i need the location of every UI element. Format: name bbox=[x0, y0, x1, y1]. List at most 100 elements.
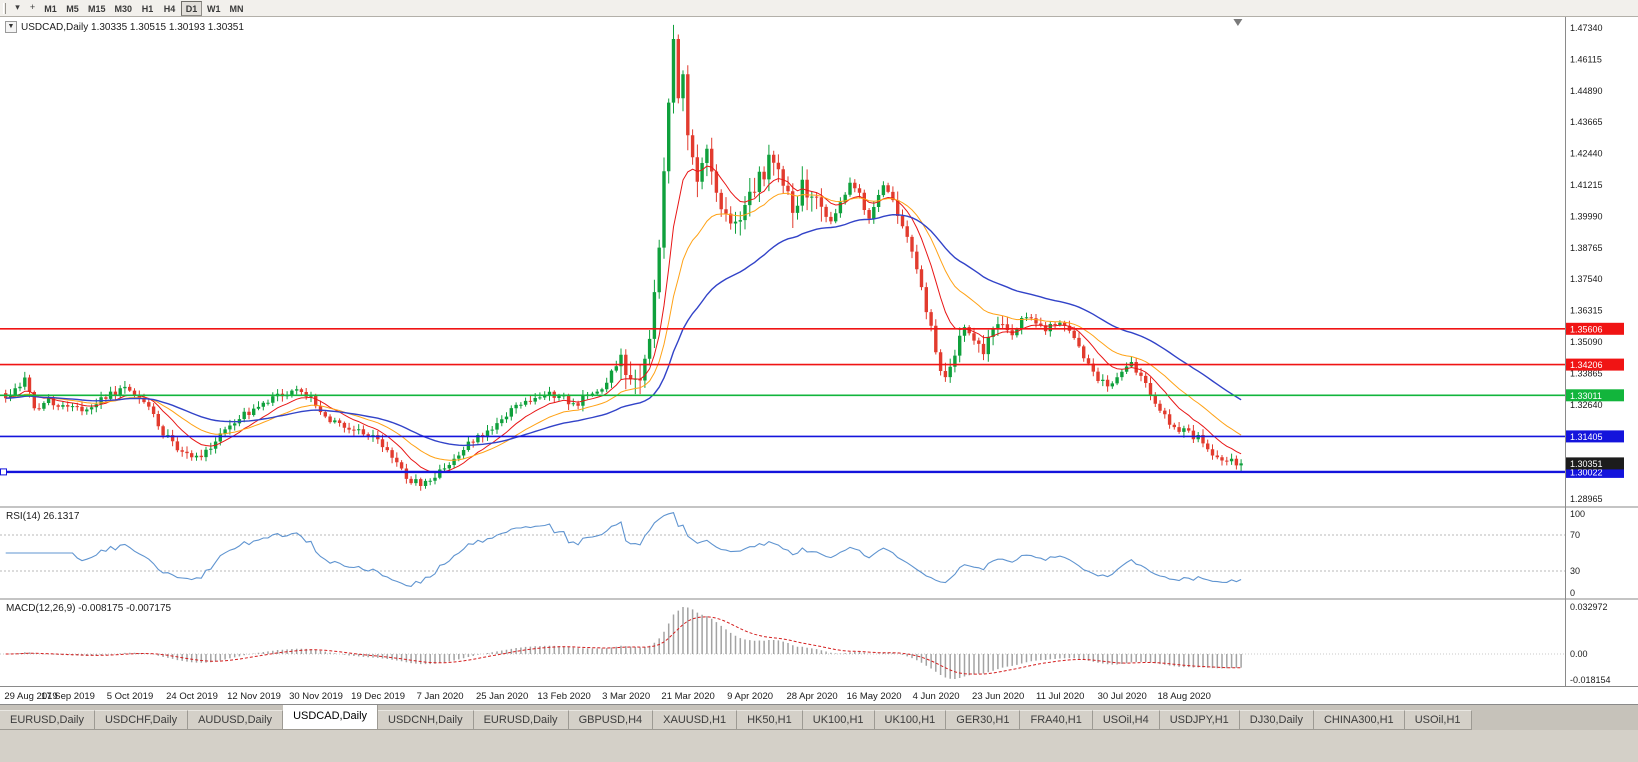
chart-tab-usoil-h4[interactable]: USOil,H4 bbox=[1092, 710, 1160, 730]
price-tick-label: 1.41215 bbox=[1570, 180, 1603, 190]
chart-tab-usdcnh-daily[interactable]: USDCNH,Daily bbox=[378, 710, 474, 730]
hline-price-label: 1.30022 bbox=[1570, 467, 1603, 477]
date-label: 16 May 2020 bbox=[847, 691, 902, 702]
down-candle-bodies bbox=[4, 39, 1239, 486]
chart-tab-usdjpy-h1[interactable]: USDJPY,H1 bbox=[1159, 710, 1240, 730]
current-price-box bbox=[1566, 457, 1624, 470]
toolbar-grip[interactable] bbox=[3, 2, 6, 14]
rsi-scale-label: 70 bbox=[1570, 530, 1580, 540]
timeframe-button-m30[interactable]: M30 bbox=[114, 3, 133, 14]
chart-tab-hk50-h1[interactable]: HK50,H1 bbox=[737, 710, 803, 730]
chart-tab-usdchf-daily[interactable]: USDCHF,Daily bbox=[94, 710, 189, 730]
chart-tab-dj30-daily[interactable]: DJ30,Daily bbox=[1239, 710, 1314, 730]
cursor-dropdown-icon[interactable]: ▾ bbox=[15, 2, 20, 12]
current-price-label: 1.30351 bbox=[1570, 459, 1603, 469]
timeframe-button-h1[interactable]: H1 bbox=[141, 3, 154, 14]
symbol-dropdown-button[interactable]: ▼ bbox=[5, 21, 17, 33]
price-tick-label: 1.42440 bbox=[1570, 149, 1603, 159]
price-tick-label: 1.36315 bbox=[1570, 306, 1603, 316]
macd-histogram bbox=[9, 607, 1242, 679]
chart-tab-eurusd-daily[interactable]: EURUSD,Daily bbox=[0, 710, 95, 730]
date-label: 9 Apr 2020 bbox=[727, 691, 773, 702]
chart-tab-china300-h1[interactable]: CHINA300,H1 bbox=[1313, 710, 1405, 730]
price-tick-label: 1.37540 bbox=[1570, 274, 1603, 284]
rsi-scale-label: 30 bbox=[1570, 566, 1580, 576]
macd-scale-label: 0.00 bbox=[1570, 649, 1588, 659]
price-tick-label: 1.46115 bbox=[1570, 54, 1602, 64]
hline-price-box bbox=[1566, 430, 1624, 443]
up-candle-bodies bbox=[8, 39, 1243, 486]
rsi-indicator-label: RSI(14) 26.1317 bbox=[6, 511, 80, 522]
date-label: 12 Nov 2019 bbox=[227, 691, 281, 702]
chart-window: 1.47340 1.46115 1.44890 1.43665 1.42440 1.412… bbox=[0, 17, 1638, 705]
price-tick-label: 1.32640 bbox=[1570, 400, 1603, 410]
date-label: 18 Aug 2020 bbox=[1158, 691, 1211, 702]
rsi-line bbox=[5, 512, 1242, 587]
chart-tab-audusd-daily[interactable]: AUDUSD,Daily bbox=[188, 710, 284, 730]
chart-tab-uk100-h1[interactable]: UK100,H1 bbox=[874, 710, 947, 730]
timeframe-button-w1[interactable]: W1 bbox=[207, 3, 221, 14]
date-label: 30 Jul 2020 bbox=[1098, 691, 1147, 702]
macd-indicator-label: MACD(12,26,9) -0.008175 -0.007175 bbox=[6, 603, 172, 614]
chart-shift-marker-icon bbox=[1233, 19, 1243, 26]
price-tick-label: 1.43665 bbox=[1570, 117, 1603, 127]
date-label: 28 Apr 2020 bbox=[786, 691, 837, 702]
timeframe-buttons: M1 M5 M15 M30 H1 H4 D1 W1 MN bbox=[40, 0, 248, 16]
date-label: 4 Jun 2020 bbox=[913, 691, 960, 702]
chart-tab-xauusd-h1[interactable]: XAUUSD,H1 bbox=[653, 710, 738, 730]
date-label: 21 Mar 2020 bbox=[661, 691, 714, 702]
price-tick-label: 1.33865 bbox=[1570, 368, 1603, 378]
date-label: 24 Oct 2019 bbox=[166, 691, 218, 702]
price-tick-label: 1.28965 bbox=[1570, 494, 1603, 504]
macd-scale-label: -0.018154 bbox=[1570, 675, 1611, 685]
macd-signal-line bbox=[5, 616, 1242, 675]
price-tick-label: 1.44890 bbox=[1570, 86, 1603, 96]
date-label: 7 Jan 2020 bbox=[417, 691, 464, 702]
chart-tab-gbpusd-h4[interactable]: GBPUSD,H4 bbox=[568, 710, 654, 730]
hline-price-label: 1.33011 bbox=[1570, 391, 1602, 401]
date-label: 3 Mar 2020 bbox=[602, 691, 650, 702]
ma-line-10 bbox=[5, 165, 1242, 474]
timeframe-button-m1[interactable]: M1 bbox=[44, 3, 57, 14]
hline-price-label: 1.31405 bbox=[1570, 432, 1603, 442]
timeframe-button-h4[interactable]: H4 bbox=[163, 3, 176, 14]
date-label: 11 Jul 2020 bbox=[1036, 691, 1084, 702]
date-label: 25 Jan 2020 bbox=[476, 691, 528, 702]
crosshair-icon[interactable]: + bbox=[29, 2, 36, 12]
date-label: 19 Dec 2019 bbox=[351, 691, 405, 702]
ma-line-45 bbox=[5, 213, 1242, 447]
date-label: 13 Feb 2020 bbox=[537, 691, 590, 702]
date-label: 30 Nov 2019 bbox=[289, 691, 343, 702]
hline-price-box bbox=[1566, 322, 1624, 335]
rsi-scale-label: 0 bbox=[1570, 588, 1575, 598]
hline-price-box bbox=[1566, 358, 1624, 371]
chart-tabs-bar: EURUSD,Daily USDCHF,Daily AUDUSD,Daily USDC… bbox=[0, 705, 1638, 730]
date-label: 5 Oct 2019 bbox=[107, 691, 153, 702]
chart-tab-eurusd-daily[interactable]: EURUSD,Daily bbox=[473, 710, 569, 730]
timeframe-button-d1[interactable]: D1 bbox=[181, 0, 203, 16]
price-tick-label: 1.38765 bbox=[1570, 243, 1603, 253]
chart-title: ▼ USDCAD,Daily 1.30335 1.30515 1.30193 1… bbox=[5, 21, 244, 33]
price-tick-label: 1.39990 bbox=[1570, 211, 1603, 221]
chart-canvas[interactable]: 1.47340 1.46115 1.44890 1.43665 1.42440 1.412… bbox=[0, 17, 1638, 705]
chart-tab-usoil-h1[interactable]: USOil,H1 bbox=[1404, 710, 1472, 730]
date-label: 17 Sep 2019 bbox=[41, 691, 95, 702]
timeframe-button-m5[interactable]: M5 bbox=[66, 3, 79, 14]
rsi-scale-label: 100 bbox=[1570, 509, 1585, 519]
price-tick-label: 1.47340 bbox=[1570, 23, 1603, 33]
ma-line-21 bbox=[5, 192, 1242, 461]
chart-title-text: USDCAD,Daily 1.30335 1.30515 1.30193 1.3… bbox=[21, 21, 244, 33]
price-tick-label: 1.35090 bbox=[1570, 337, 1603, 347]
timeframe-button-mn[interactable]: MN bbox=[229, 3, 244, 14]
hline-price-label: 1.35606 bbox=[1570, 324, 1603, 334]
hline-selection-handle[interactable] bbox=[0, 468, 7, 476]
chart-tab-ger30-h1[interactable]: GER30,H1 bbox=[946, 710, 1021, 730]
up-candle-wicks bbox=[10, 24, 1242, 489]
chart-tab-fra40-h1[interactable]: FRA40,H1 bbox=[1020, 710, 1093, 730]
chart-tab-usdcad-daily[interactable]: USDCAD,Daily bbox=[283, 705, 379, 730]
chart-tab-uk100-h1[interactable]: UK100,H1 bbox=[802, 710, 875, 730]
timeframe-toolbar: ▾ + M1 M5 M15 M30 H1 H4 D1 W1 MN bbox=[0, 0, 1638, 17]
timeframe-button-m15[interactable]: M15 bbox=[88, 3, 106, 14]
date-label: 29 Aug 2019 bbox=[4, 691, 57, 702]
